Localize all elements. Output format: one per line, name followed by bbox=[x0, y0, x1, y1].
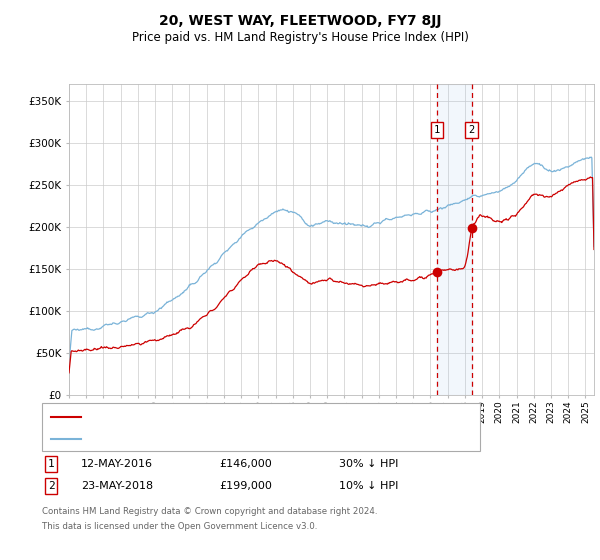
Bar bbox=[437, 84, 472, 395]
Text: 2: 2 bbox=[47, 481, 55, 491]
Text: Price paid vs. HM Land Registry's House Price Index (HPI): Price paid vs. HM Land Registry's House … bbox=[131, 31, 469, 44]
Text: 30% ↓ HPI: 30% ↓ HPI bbox=[339, 459, 398, 469]
Text: 23-MAY-2018: 23-MAY-2018 bbox=[81, 481, 153, 491]
Text: 1: 1 bbox=[434, 125, 440, 135]
Text: £199,000: £199,000 bbox=[219, 481, 272, 491]
Text: 12-MAY-2016: 12-MAY-2016 bbox=[81, 459, 153, 469]
Text: 2: 2 bbox=[469, 125, 475, 135]
Text: 10% ↓ HPI: 10% ↓ HPI bbox=[339, 481, 398, 491]
Text: £146,000: £146,000 bbox=[219, 459, 272, 469]
Text: This data is licensed under the Open Government Licence v3.0.: This data is licensed under the Open Gov… bbox=[42, 522, 317, 531]
Text: Contains HM Land Registry data © Crown copyright and database right 2024.: Contains HM Land Registry data © Crown c… bbox=[42, 507, 377, 516]
Text: HPI: Average price, detached house, Wyre: HPI: Average price, detached house, Wyre bbox=[85, 434, 305, 444]
Text: 1: 1 bbox=[47, 459, 55, 469]
Text: 20, WEST WAY, FLEETWOOD, FY7 8JJ (detached house): 20, WEST WAY, FLEETWOOD, FY7 8JJ (detach… bbox=[85, 412, 368, 422]
Text: 20, WEST WAY, FLEETWOOD, FY7 8JJ: 20, WEST WAY, FLEETWOOD, FY7 8JJ bbox=[159, 14, 441, 28]
